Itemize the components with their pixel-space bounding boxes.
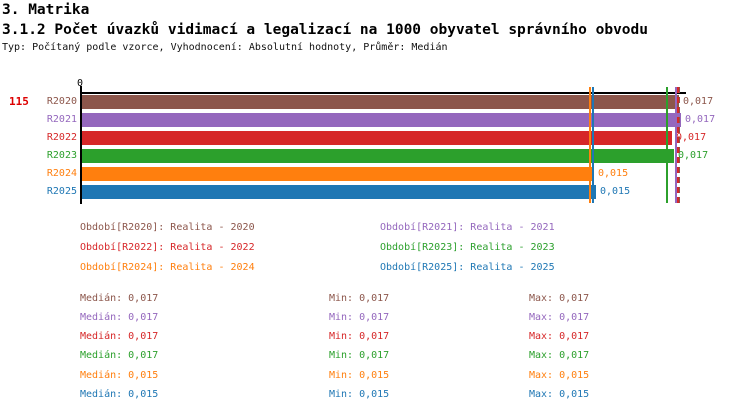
- max-label: Max:: [529, 293, 554, 304]
- min-cell: Min: 0,017: [329, 350, 389, 362]
- min-cell: Min: 0,017: [329, 331, 389, 343]
- bar: [82, 131, 672, 145]
- median-marker-line: [589, 87, 591, 203]
- min-label: Min:: [329, 293, 354, 304]
- bar: [82, 149, 674, 163]
- category-label: R2024: [46, 168, 77, 179]
- chart-title: 3.1.2 Počet úvazků vidimací a legalizací…: [2, 22, 649, 38]
- max-label: Max:: [529, 312, 554, 323]
- max-cell: Max: 0,015: [529, 370, 589, 382]
- category-label: R2021: [46, 114, 77, 125]
- bar-value-label: 0,015: [600, 186, 631, 197]
- median-marker-line: [677, 87, 679, 203]
- chart-subtitle: Typ: Počítaný podle vzorce, Vyhodnocení:…: [2, 42, 448, 53]
- section-title: 3. Matrika: [2, 2, 90, 18]
- median-label: Medián:: [80, 331, 123, 342]
- median-marker-line: [678, 87, 680, 203]
- max-cell: Max: 0,017: [529, 350, 589, 362]
- max-cell: Max: 0,017: [529, 312, 589, 324]
- min-value: 0,015: [359, 370, 390, 381]
- max-value: 0,017: [559, 331, 590, 342]
- category-label: R2025: [46, 186, 77, 197]
- min-label: Min:: [329, 331, 354, 342]
- x-axis-line: [80, 92, 686, 94]
- bar-value-label: 0,017: [683, 96, 714, 107]
- median-cell: Medián: 0,017: [80, 331, 158, 343]
- min-value: 0,015: [359, 389, 390, 400]
- median-marker-line: [675, 87, 677, 203]
- category-label: R2023: [46, 150, 77, 161]
- min-cell: Min: 0,017: [329, 293, 389, 305]
- max-value: 0,015: [559, 389, 590, 400]
- count-label: 115: [9, 95, 29, 108]
- max-value: 0,017: [559, 312, 590, 323]
- median-value: 0,017: [128, 293, 159, 304]
- median-label: Medián:: [80, 293, 123, 304]
- bar: [82, 167, 594, 181]
- min-cell: Min: 0,015: [329, 370, 389, 382]
- min-label: Min:: [329, 312, 354, 323]
- min-cell: Min: 0,017: [329, 312, 389, 324]
- median-value: 0,017: [128, 350, 159, 361]
- max-cell: Max: 0,017: [529, 331, 589, 343]
- median-label: Medián:: [80, 389, 123, 400]
- median-value: 0,015: [128, 389, 159, 400]
- median-cell: Medián: 0,015: [80, 389, 158, 401]
- median-label: Medián:: [80, 350, 123, 361]
- min-value: 0,017: [359, 350, 390, 361]
- x-axis-origin-label: 0: [76, 78, 84, 89]
- legend-item: Období[R2025]: Realita - 2025: [380, 262, 555, 273]
- category-label: R2020: [46, 96, 77, 107]
- median-value: 0,017: [128, 331, 159, 342]
- legend-item: Období[R2021]: Realita - 2021: [380, 222, 555, 233]
- bar-value-label: 0,017: [678, 150, 709, 161]
- max-label: Max:: [529, 389, 554, 400]
- median-marker-line: [666, 87, 668, 203]
- bar-value-label: 0,017: [676, 132, 707, 143]
- bar: [82, 185, 596, 199]
- min-value: 0,017: [359, 331, 390, 342]
- bar-value-label: 0,015: [598, 168, 629, 179]
- min-label: Min:: [329, 370, 354, 381]
- median-cell: Medián: 0,017: [80, 293, 158, 305]
- max-value: 0,017: [559, 293, 590, 304]
- median-cell: Medián: 0,017: [80, 312, 158, 324]
- median-value: 0,015: [128, 370, 159, 381]
- bar-value-label: 0,017: [685, 114, 716, 125]
- legend-item: Období[R2023]: Realita - 2023: [380, 242, 555, 253]
- median-label: Medián:: [80, 312, 123, 323]
- median-cell: Medián: 0,017: [80, 350, 158, 362]
- y-axis-line: [80, 86, 82, 204]
- max-label: Max:: [529, 331, 554, 342]
- category-label: R2022: [46, 132, 77, 143]
- max-value: 0,015: [559, 370, 590, 381]
- legend-item: Období[R2024]: Realita - 2024: [80, 262, 255, 273]
- max-value: 0,017: [559, 350, 590, 361]
- legend-item: Období[R2022]: Realita - 2022: [80, 242, 255, 253]
- min-value: 0,017: [359, 312, 390, 323]
- legend-item: Období[R2020]: Realita - 2020: [80, 222, 255, 233]
- bar: [82, 113, 681, 127]
- max-cell: Max: 0,015: [529, 389, 589, 401]
- max-label: Max:: [529, 370, 554, 381]
- median-value: 0,017: [128, 312, 159, 323]
- median-label: Medián:: [80, 370, 123, 381]
- min-cell: Min: 0,015: [329, 389, 389, 401]
- min-label: Min:: [329, 350, 354, 361]
- median-cell: Medián: 0,015: [80, 370, 158, 382]
- max-label: Max:: [529, 350, 554, 361]
- median-marker-line: [592, 87, 594, 203]
- min-label: Min:: [329, 389, 354, 400]
- max-cell: Max: 0,017: [529, 293, 589, 305]
- min-value: 0,017: [359, 293, 390, 304]
- bar: [82, 95, 679, 109]
